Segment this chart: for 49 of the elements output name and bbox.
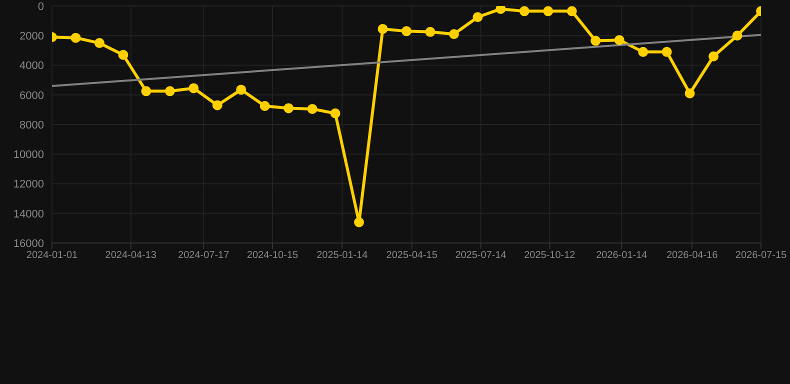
- x-tick-label: 2026-01-14: [596, 250, 648, 262]
- y-tick-label: 16000: [13, 238, 44, 250]
- x-tick-label: 2025-01-14: [316, 250, 368, 262]
- x-tick-label: 2025-07-14: [455, 250, 507, 262]
- x-tick-label: 2025-04-15: [386, 250, 438, 262]
- y-tick-label: 8000: [20, 119, 44, 132]
- point: [732, 30, 742, 41]
- x-tick-label: 2025-10-12: [524, 250, 576, 262]
- point: [684, 88, 695, 98]
- point: [708, 51, 719, 62]
- point: [164, 86, 175, 96]
- x-tick-label: 2024-04-13: [105, 250, 157, 262]
- y-tick-label: 14000: [13, 208, 44, 220]
- point: [212, 100, 222, 110]
- point: [662, 46, 672, 57]
- point: [566, 6, 577, 16]
- x-tick-label: 2026-04-16: [666, 250, 718, 262]
- x-tick-label: 2024-01-01: [26, 250, 78, 262]
- point: [188, 83, 199, 94]
- point: [519, 6, 530, 16]
- point: [543, 6, 554, 16]
- point: [354, 217, 364, 228]
- point: [425, 26, 436, 37]
- point: [590, 36, 601, 46]
- point: [236, 84, 246, 95]
- y-tick-label: 6000: [20, 90, 44, 102]
- y-tick-label: 4000: [20, 60, 44, 72]
- point: [94, 38, 104, 48]
- point: [307, 104, 318, 114]
- point: [260, 100, 270, 111]
- point: [330, 108, 340, 118]
- point: [472, 12, 483, 22]
- y-tick-label: 12000: [13, 178, 44, 191]
- point: [284, 103, 294, 114]
- y-tick-label: 10000: [13, 149, 44, 162]
- point: [402, 26, 412, 36]
- point: [638, 46, 648, 57]
- point: [70, 32, 81, 43]
- point: [448, 29, 459, 40]
- point: [141, 86, 152, 96]
- point: [118, 50, 128, 60]
- point: [496, 6, 506, 14]
- x-tick-label: 2024-07-17: [178, 250, 230, 262]
- x-tick-label: 2026-07-15: [735, 250, 788, 262]
- point: [614, 35, 624, 46]
- x-tick-label: 2024-10-15: [246, 250, 299, 262]
- point: [378, 24, 388, 34]
- y-tick-label: 0: [38, 0, 44, 13]
- y-tick-label: 2000: [20, 30, 44, 43]
